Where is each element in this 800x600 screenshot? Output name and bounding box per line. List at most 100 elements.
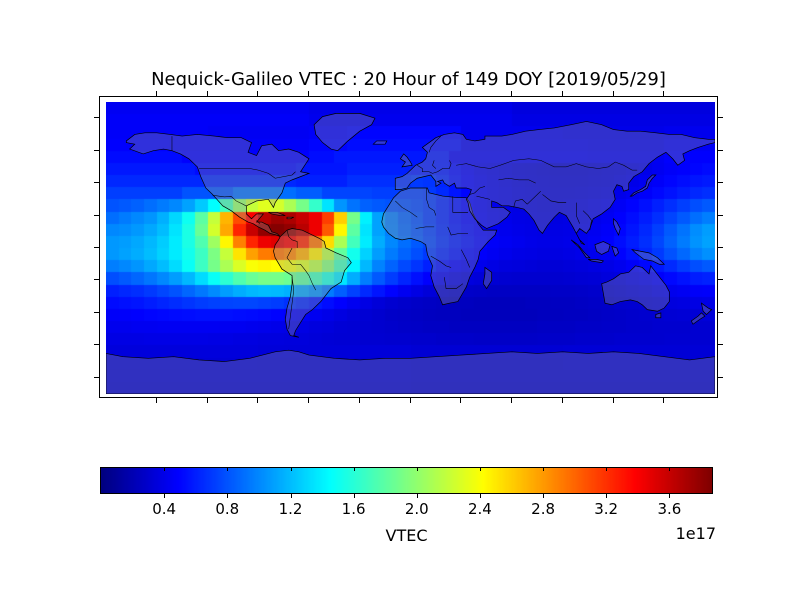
world-basemap-overlay bbox=[106, 102, 715, 394]
latitude-tick bbox=[718, 376, 723, 378]
country-border-line bbox=[199, 169, 295, 179]
longitude-tick bbox=[460, 398, 462, 403]
longitude-tick bbox=[257, 398, 259, 403]
landmass-outline bbox=[691, 313, 705, 324]
landmass-outline bbox=[268, 212, 285, 215]
landmass-outline bbox=[400, 154, 412, 167]
country-border-line bbox=[448, 227, 468, 235]
latitude-tick bbox=[94, 149, 99, 151]
landmass-outline bbox=[588, 259, 603, 262]
colorbar-tick-label: 0.4 bbox=[152, 500, 177, 518]
colorbar-tick-label: 0.8 bbox=[215, 500, 240, 518]
latitude-tick bbox=[94, 376, 99, 378]
longitude-tick bbox=[511, 91, 512, 96]
landmass-outline bbox=[595, 242, 610, 255]
map-axes-frame bbox=[99, 96, 718, 398]
longitude-tick bbox=[206, 398, 208, 403]
country-border-line bbox=[417, 160, 451, 173]
country-border-line bbox=[287, 248, 316, 290]
landmass-outline bbox=[126, 133, 309, 237]
latitude-tick bbox=[718, 214, 723, 216]
landmass-outline bbox=[106, 350, 715, 394]
country-border-line bbox=[431, 256, 451, 267]
longitude-tick bbox=[511, 398, 512, 403]
longitude-tick bbox=[561, 398, 563, 403]
colorbar-tick-label: 1.6 bbox=[341, 500, 366, 518]
latitude-tick bbox=[94, 247, 99, 248]
colorbar-tick-label: 2.4 bbox=[467, 500, 492, 518]
longitude-tick bbox=[308, 398, 309, 403]
country-border-line bbox=[257, 220, 260, 223]
latitude-tick bbox=[718, 182, 723, 184]
latitude-tick bbox=[94, 279, 99, 281]
landmass-outline bbox=[602, 266, 670, 311]
landmass-outline bbox=[701, 303, 711, 314]
latitude-tick bbox=[718, 149, 723, 151]
landmass-outline bbox=[287, 217, 294, 219]
landmass-outline bbox=[630, 175, 655, 196]
colorbar-label: VTEC bbox=[385, 526, 428, 545]
colorbar-tick bbox=[227, 468, 229, 471]
longitude-tick bbox=[155, 398, 157, 403]
country-border-line bbox=[289, 277, 294, 329]
latitude-tick bbox=[718, 247, 723, 248]
landmass-outline bbox=[382, 188, 497, 305]
country-border-line bbox=[213, 195, 247, 206]
longitude-tick bbox=[612, 91, 614, 96]
country-border-line bbox=[416, 227, 435, 229]
country-border-line bbox=[461, 250, 469, 268]
landmass-outline bbox=[614, 219, 621, 235]
longitude-tick bbox=[358, 398, 360, 403]
colorbar-tick bbox=[290, 468, 292, 471]
country-border-line bbox=[576, 203, 579, 224]
country-border-line bbox=[429, 136, 441, 152]
colorbar-gradient-canvas bbox=[101, 468, 712, 493]
colorbar-frame bbox=[100, 467, 713, 494]
colorbar-tick-label: 2.8 bbox=[531, 500, 556, 518]
country-border-line bbox=[432, 160, 435, 168]
longitude-tick bbox=[663, 398, 665, 403]
longitude-tick bbox=[612, 398, 614, 403]
country-border-line bbox=[527, 191, 541, 204]
country-border-line bbox=[395, 201, 417, 217]
latitude-tick bbox=[718, 117, 723, 119]
colorbar-tick bbox=[479, 468, 481, 471]
colorbar-tick bbox=[164, 468, 166, 471]
latitude-tick bbox=[718, 279, 723, 281]
colorbar-tick bbox=[543, 494, 545, 498]
country-border-line bbox=[498, 178, 535, 183]
colorbar-tick bbox=[669, 494, 671, 498]
colorbar-exponent-label: 1e17 bbox=[675, 524, 716, 543]
country-border-line bbox=[514, 199, 528, 207]
colorbar-tick-label: 3.2 bbox=[594, 500, 619, 518]
longitude-tick bbox=[561, 91, 563, 96]
colorbar-tick bbox=[164, 494, 166, 498]
plot-title: Nequick-Galileo VTEC : 20 Hour of 149 DO… bbox=[151, 69, 666, 90]
latitude-tick bbox=[94, 344, 99, 346]
latitude-tick bbox=[718, 311, 723, 313]
colorbar-tick bbox=[353, 494, 355, 498]
landmass-outline bbox=[395, 121, 715, 244]
country-border-line bbox=[427, 188, 436, 216]
longitude-tick bbox=[663, 91, 665, 96]
landmass-outline bbox=[314, 113, 375, 150]
longitude-tick bbox=[358, 91, 360, 96]
vtec-heatmap-canvas bbox=[106, 102, 715, 394]
colorbar-tick-label: 2.0 bbox=[404, 500, 429, 518]
country-border-line bbox=[444, 277, 463, 288]
latitude-tick bbox=[718, 344, 723, 346]
country-border-line bbox=[583, 211, 591, 230]
colorbar-tick bbox=[543, 468, 545, 471]
country-border-line bbox=[453, 196, 468, 212]
longitude-tick bbox=[409, 398, 411, 403]
country-border-line bbox=[456, 159, 637, 170]
landmass-outline bbox=[612, 246, 619, 256]
colorbar-tick bbox=[416, 494, 418, 498]
longitude-tick bbox=[155, 91, 157, 96]
latitude-tick bbox=[94, 117, 99, 119]
colorbar-tick bbox=[479, 494, 481, 498]
colorbar-tick bbox=[669, 468, 671, 471]
landmass-outline bbox=[656, 313, 661, 318]
landmass-outline bbox=[373, 141, 387, 144]
